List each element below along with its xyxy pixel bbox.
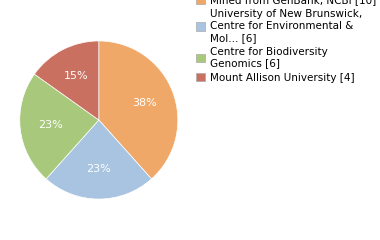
Text: 15%: 15%: [64, 72, 89, 81]
Legend: Mined from GenBank, NCBI [10], University of New Brunswick,
Centre for Environme: Mined from GenBank, NCBI [10], Universit…: [194, 0, 379, 85]
Text: 23%: 23%: [86, 164, 111, 174]
Text: 23%: 23%: [38, 120, 62, 130]
Wedge shape: [35, 41, 99, 120]
Wedge shape: [99, 41, 178, 179]
Wedge shape: [20, 74, 99, 179]
Wedge shape: [46, 120, 152, 199]
Text: 38%: 38%: [132, 97, 157, 108]
